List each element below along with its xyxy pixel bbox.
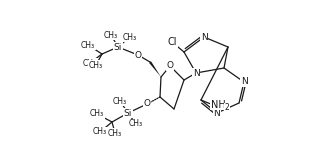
Text: O: O <box>135 51 142 59</box>
Text: Si: Si <box>124 109 132 117</box>
Text: CH₃: CH₃ <box>83 58 97 68</box>
Text: CH₃: CH₃ <box>93 127 107 137</box>
Text: CH₃: CH₃ <box>81 40 95 50</box>
Text: N: N <box>193 69 199 77</box>
Text: CH₃: CH₃ <box>89 60 103 69</box>
Text: N: N <box>201 33 207 41</box>
Polygon shape <box>149 61 161 77</box>
Text: CH₃: CH₃ <box>113 97 127 105</box>
Text: N: N <box>214 109 220 117</box>
Text: O: O <box>143 99 150 109</box>
Text: O: O <box>167 62 174 70</box>
Text: Si: Si <box>114 42 122 52</box>
Text: CH₃: CH₃ <box>129 120 143 128</box>
Text: CH₃: CH₃ <box>104 30 118 40</box>
Text: Cl: Cl <box>167 37 177 47</box>
Text: CH₃: CH₃ <box>123 33 137 41</box>
Text: 2: 2 <box>225 104 229 112</box>
Text: N: N <box>241 77 247 87</box>
Text: CH₃: CH₃ <box>90 110 104 118</box>
Text: CH₃: CH₃ <box>108 128 122 138</box>
Text: NH: NH <box>211 100 225 110</box>
